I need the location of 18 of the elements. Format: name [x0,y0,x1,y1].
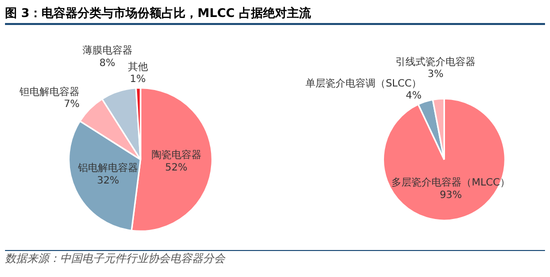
data-label: 8% [99,58,116,69]
slice-label: 钽电解电容器 [18,86,80,98]
data-label: 1% [130,74,146,86]
data-label: 93% [440,190,462,201]
slice-label: 其他 [128,60,148,73]
data-label: 4% [406,90,422,102]
source-note: 数据来源：中国电子元件行业协会电容器分会 [5,251,225,267]
data-label: 52% [165,162,188,174]
data-label: 32% [96,175,120,186]
slice-label: 薄膜电容器 [82,44,132,57]
data-label: 7% [64,99,80,110]
slice-label: 陶瓷电容器 [151,149,202,162]
slice-label: 引线式瓷介电容器 [396,56,476,68]
data-label: 3% [428,69,444,80]
slice-label: 单层瓷介电容调（SLCC） [306,77,422,90]
slice-label: 多层瓷介电容器（MLCC） [392,176,510,189]
slice-label: 铝电解电容器 [77,162,138,174]
chart-title: 图 3：电容器分类与市场份额占比，MLCC 占据绝对主流 [5,5,311,22]
